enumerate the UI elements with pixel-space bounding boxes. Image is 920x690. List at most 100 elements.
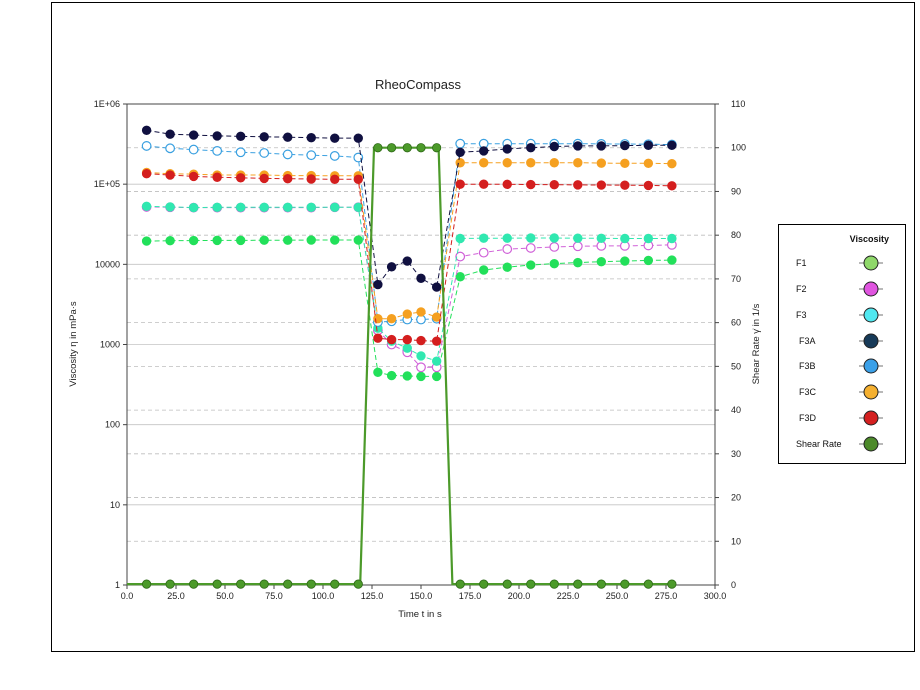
legend-marker [863,436,879,452]
data-point [573,233,583,243]
data-point [353,579,363,589]
data-point [402,343,412,353]
data-point [667,579,677,589]
data-point [479,233,489,243]
data-point [620,579,630,589]
data-point [620,140,630,151]
y-tick-label: 1E+06 [94,99,120,109]
y2-tick-label: 90 [731,186,741,196]
series-line [146,143,672,323]
data-point [549,233,559,243]
data-point [549,241,560,252]
data-point [455,251,466,262]
data-point [526,579,536,589]
legend-item-f3b: F3B [799,358,883,374]
series-line [146,162,672,320]
legend-label: F3 [796,310,807,320]
data-point [667,233,677,244]
data-point [479,179,489,189]
data-point [212,579,222,589]
y-tick-label: 100 [105,420,120,430]
data-point [416,335,426,346]
data-point [620,256,630,266]
data-point [526,233,536,243]
data-point [353,235,363,245]
legend-marker [863,281,879,297]
data-point [432,143,442,153]
data-point [259,202,269,212]
data-point [596,180,607,190]
data-point [259,148,270,158]
data-point [402,309,412,319]
legend-item-f2: F2 [796,281,883,297]
chart-title: RheoCompass [375,77,461,92]
legend-label: F3A [799,336,816,346]
legend-marker [863,307,879,323]
legend-marker [863,255,879,271]
y-axis-label: Viscosity η in mPa·s [68,301,79,387]
data-point [478,247,489,258]
data-point [667,181,677,191]
data-point [306,579,316,589]
data-point [235,202,246,212]
data-point [283,202,293,212]
data-point [235,131,246,142]
chart-frame [51,2,915,652]
legend-label: F3D [799,413,817,423]
data-point [373,143,383,153]
data-point [620,180,630,190]
data-point [259,132,269,142]
data-point [431,282,442,292]
data-point [643,140,654,151]
data-point [431,356,442,366]
data-point [596,579,606,589]
data-point [330,579,340,589]
data-point [353,152,364,163]
data-point [431,371,442,382]
data-point [526,179,536,190]
data-point [525,243,536,253]
x-tick-label: 100.0 [312,591,335,601]
legend-label: F3C [799,387,817,397]
data-point [455,179,465,189]
data-point [402,334,412,345]
data-point [141,125,152,135]
data-point [188,144,199,155]
x-tick-label: 125.0 [361,591,384,601]
x-axis-label: Time t in s [398,609,442,620]
data-point [502,262,512,272]
data-point [455,147,465,157]
data-point [502,244,513,254]
data-point [141,201,152,211]
data-point [386,143,397,153]
data-point [526,143,536,153]
data-point [573,180,583,190]
legend-item-f3d: F3D [799,410,883,426]
legend-item-shear-rate: Shear Rate [796,436,883,452]
data-point [188,235,199,246]
data-point [416,371,426,382]
data-point [329,151,340,161]
data-point [416,351,426,361]
y-tick-label: 10 [110,500,120,510]
data-point [643,158,654,169]
data-point [141,236,152,246]
data-point [306,202,316,212]
data-point [386,334,397,345]
data-point [667,159,677,169]
data-point [212,172,222,182]
data-point [572,241,583,252]
y-tick-label: 1000 [100,340,120,350]
data-point [549,579,559,589]
data-point [431,336,442,346]
data-point [502,144,512,154]
data-point [212,202,222,212]
data-point [549,179,559,190]
data-point [596,233,607,244]
y2-tick-label: 40 [731,405,741,415]
data-point [573,158,583,168]
data-point [353,174,363,185]
data-point [165,202,175,212]
data-point [549,258,559,269]
data-point [306,174,316,184]
